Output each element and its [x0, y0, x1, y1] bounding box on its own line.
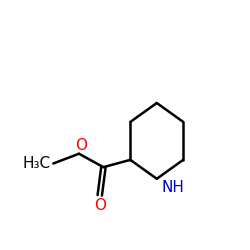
Text: O: O [94, 198, 106, 213]
Text: H₃C: H₃C [22, 156, 50, 171]
Text: NH: NH [162, 180, 184, 195]
Text: O: O [75, 138, 87, 152]
